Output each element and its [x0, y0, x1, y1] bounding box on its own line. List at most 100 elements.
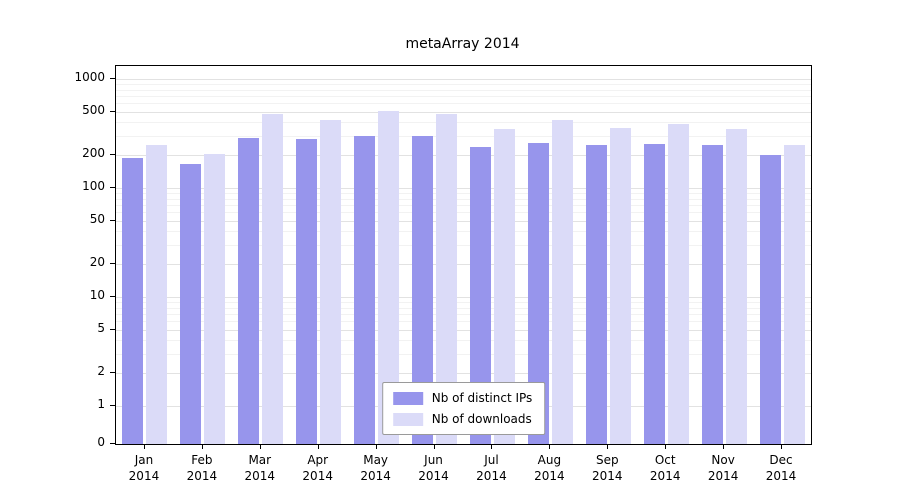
y-tick-label: 2 [97, 364, 105, 379]
y-tick-label: 5 [97, 320, 105, 335]
y-tick-label: 0 [97, 435, 105, 449]
gridline [116, 122, 811, 124]
y-tick-label: 1 [97, 397, 105, 411]
gridline [116, 89, 811, 91]
bar-downloads [667, 124, 689, 444]
bar-downloads [378, 111, 400, 444]
bar-downloads [262, 113, 284, 444]
y-tick-label: 10 [89, 288, 105, 302]
gridline [116, 103, 811, 105]
gridline [116, 321, 811, 323]
gridline [116, 220, 811, 222]
x-tick-mark [259, 444, 261, 449]
legend-swatch-downloads [392, 412, 423, 426]
gridline [116, 83, 811, 85]
y-tick-mark [110, 219, 115, 221]
y-tick-mark [110, 296, 115, 297]
x-tick-mark [317, 444, 319, 449]
x-tick-mark [665, 444, 667, 449]
gridline [116, 95, 811, 97]
x-tick-mark [723, 444, 725, 449]
y-tick-label: 200 [82, 146, 105, 161]
bar-downloads [146, 144, 168, 444]
y-tick-label: 50 [89, 211, 105, 226]
y-tick-mark [110, 154, 115, 156]
plot-area: Nb of distinct IPs Nb of downloads [115, 65, 812, 445]
bar-distinct-ips [469, 146, 491, 444]
legend: Nb of distinct IPs Nb of downloads [381, 382, 546, 435]
bar-distinct-ips [585, 144, 607, 444]
x-tick-label: Jan 2014 [128, 453, 160, 484]
gridline [116, 313, 811, 315]
bar-downloads [609, 128, 631, 444]
gridline [116, 212, 811, 214]
bar-distinct-ips [643, 143, 665, 444]
x-tick-mark [607, 444, 609, 449]
x-tick-label: Apr 2014 [302, 453, 333, 484]
x-tick-label: Sep 2014 [592, 453, 623, 484]
legend-label-distinct-ips: Nb of distinct IPs [431, 391, 533, 405]
x-tick-mark [143, 444, 145, 449]
gridline [116, 353, 811, 355]
gridline [116, 329, 811, 331]
y-tick-mark [110, 372, 115, 374]
y-tick-mark [110, 328, 115, 330]
legend-label-downloads: Nb of downloads [431, 412, 532, 426]
gridline [116, 297, 811, 298]
bar-downloads [493, 128, 515, 444]
legend-swatch-distinct-ips [392, 391, 423, 405]
x-tick-mark [491, 444, 493, 449]
y-tick-mark [110, 405, 115, 406]
gridline [116, 340, 811, 342]
bar-distinct-ips [701, 144, 723, 444]
bar-distinct-ips [354, 136, 376, 444]
gridline [116, 373, 811, 375]
gridline [116, 79, 811, 80]
gridline [116, 192, 811, 194]
bar-distinct-ips [296, 139, 318, 444]
gridline [116, 307, 811, 309]
gridline [116, 301, 811, 303]
y-tick-label: 500 [82, 102, 105, 117]
x-tick-label: Nov 2014 [707, 453, 739, 484]
y-tick-label: 20 [89, 255, 105, 270]
x-tick-label: Jul 2014 [476, 453, 507, 484]
gridline [116, 204, 811, 206]
x-tick-label: May 2014 [360, 453, 391, 484]
legend-item-downloads: Nb of downloads [392, 412, 533, 426]
x-tick-mark [201, 444, 203, 449]
y-tick-mark [110, 110, 115, 112]
x-tick-label: Jun 2014 [418, 453, 449, 484]
chart-title: metaArray 2014 [405, 36, 520, 52]
gridline [116, 231, 811, 233]
bar-distinct-ips [412, 136, 434, 444]
x-tick-label: Oct 2014 [649, 453, 681, 484]
gridline [116, 244, 811, 246]
gridline [116, 264, 811, 266]
x-tick-mark [781, 444, 783, 449]
bar-distinct-ips [238, 137, 260, 444]
x-tick-mark [375, 444, 377, 449]
bar-distinct-ips [759, 155, 781, 444]
y-tick-mark [110, 187, 115, 188]
gridline [116, 188, 811, 189]
x-tick-mark [549, 444, 551, 449]
y-tick-label: 100 [82, 179, 105, 193]
bar-downloads [725, 128, 747, 444]
y-tick-label: 1000 [74, 70, 105, 84]
bar-downloads [436, 113, 458, 444]
bar-downloads [551, 119, 573, 444]
y-tick-mark [110, 78, 115, 79]
legend-item-distinct-ips: Nb of distinct IPs [392, 391, 533, 405]
bar-downloads [204, 154, 226, 444]
y-tick-mark [110, 443, 115, 444]
gridline [116, 111, 811, 113]
x-tick-mark [433, 444, 435, 449]
gridline [116, 135, 811, 137]
bar-distinct-ips [527, 142, 549, 444]
x-tick-label: Feb 2014 [186, 453, 218, 484]
bar-downloads [783, 144, 805, 444]
x-tick-label: Aug 2014 [534, 453, 565, 484]
x-tick-label: Mar 2014 [244, 453, 276, 484]
